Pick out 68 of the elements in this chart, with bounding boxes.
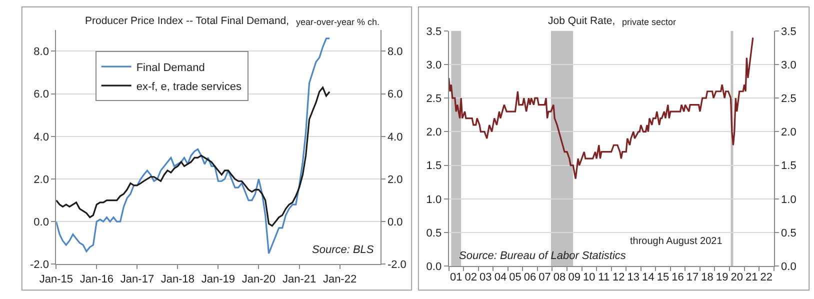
x-tick-label: 06	[524, 271, 536, 284]
x-tick-label: Jan-22	[322, 273, 357, 286]
y2-tick-label: 0.0	[387, 216, 403, 228]
y2-tick-label: 0.0	[781, 260, 796, 273]
y-tick-label: 3.0	[426, 59, 442, 72]
y2-tick-label: 0.5	[781, 227, 796, 240]
y2-tick-label: 4.0	[387, 131, 403, 144]
chart-subtitle: year-over-year % ch.	[296, 17, 380, 27]
y-tick-label: 2.5	[426, 92, 442, 105]
y2-tick-label: 8.0	[387, 46, 403, 58]
x-tick-label: 01	[450, 271, 462, 284]
x-tick-label: 19	[716, 271, 728, 284]
y-tick-label: 0.0	[426, 260, 442, 273]
y-tick-label: 6.0	[34, 88, 49, 101]
x-tick-label: 11	[598, 271, 610, 284]
legend-label: ex-f, e, trade services	[136, 80, 242, 93]
y-tick-label: 3.5	[426, 26, 442, 38]
x-tick-label: 09	[568, 271, 580, 284]
y2-tick-label: 2.0	[387, 174, 403, 186]
y-tick-label: 0.0	[34, 216, 49, 228]
y2-tick-label: 3.0	[781, 59, 796, 72]
y2-tick-label: 2.5	[781, 92, 796, 105]
x-tick-label: Jan-19	[201, 273, 236, 286]
chart-title: Job Quit Rate,	[548, 15, 616, 27]
legend-label: Final Demand	[136, 62, 205, 74]
y-tick-label: -2.0	[30, 259, 49, 272]
x-tick-label: 17	[686, 271, 699, 284]
x-tick-label: 04	[494, 271, 507, 284]
y-tick-label: 1.0	[426, 194, 442, 206]
annotation: through August 2021	[630, 236, 723, 247]
x-tick-label: 03	[480, 271, 492, 284]
x-tick-label: Jan-16	[80, 273, 114, 286]
x-tick-label: 07	[538, 271, 551, 284]
x-tick-label: Jan-17	[120, 273, 154, 286]
chart-title: Producer Price Index -- Total Final Demand,	[85, 15, 290, 27]
x-tick-label: 08	[553, 271, 566, 284]
x-tick-label: 16	[672, 271, 684, 284]
x-tick-label: 21	[746, 271, 758, 284]
y2-tick-label: 3.5	[781, 26, 796, 38]
chart-subtitle: private sector	[622, 17, 676, 27]
y2-tick-label: 1.0	[781, 194, 796, 206]
x-tick-label: 14	[642, 271, 654, 284]
y2-tick-label: 2.0	[781, 126, 796, 139]
y-tick-label: 4.0	[34, 131, 49, 144]
y2-tick-label: -2.0	[387, 259, 406, 272]
line-series	[448, 36, 754, 180]
y-tick-label: 2.0	[34, 174, 49, 186]
x-tick-label: 02	[464, 271, 478, 284]
y-tick-label: 1.5	[426, 160, 442, 172]
y-tick-label: 0.5	[426, 227, 442, 240]
y2-tick-label: 1.5	[781, 160, 796, 172]
x-tick-label: Jan-18	[160, 273, 195, 286]
y-tick-label: 2.0	[426, 126, 442, 139]
x-tick-label: 05	[509, 271, 522, 284]
x-tick-label: 10	[582, 271, 596, 284]
x-tick-label: 13	[627, 271, 640, 284]
x-tick-label: 15	[656, 271, 670, 284]
x-tick-label: Jan-21	[282, 273, 316, 286]
annotation: Source: BLS	[312, 244, 374, 256]
x-tick-label: 12	[612, 271, 625, 284]
x-tick-label: Jan-15	[39, 273, 73, 286]
annotation: Source: Bureau of Labor Statistics	[459, 250, 626, 262]
x-tick-label: 22	[760, 271, 773, 284]
y-tick-label: 8.0	[34, 46, 49, 58]
x-tick-label: Jan-20	[242, 273, 276, 286]
y2-tick-label: 6.0	[387, 88, 403, 101]
x-tick-label: 18	[701, 271, 714, 284]
x-tick-label: 20	[730, 271, 744, 284]
